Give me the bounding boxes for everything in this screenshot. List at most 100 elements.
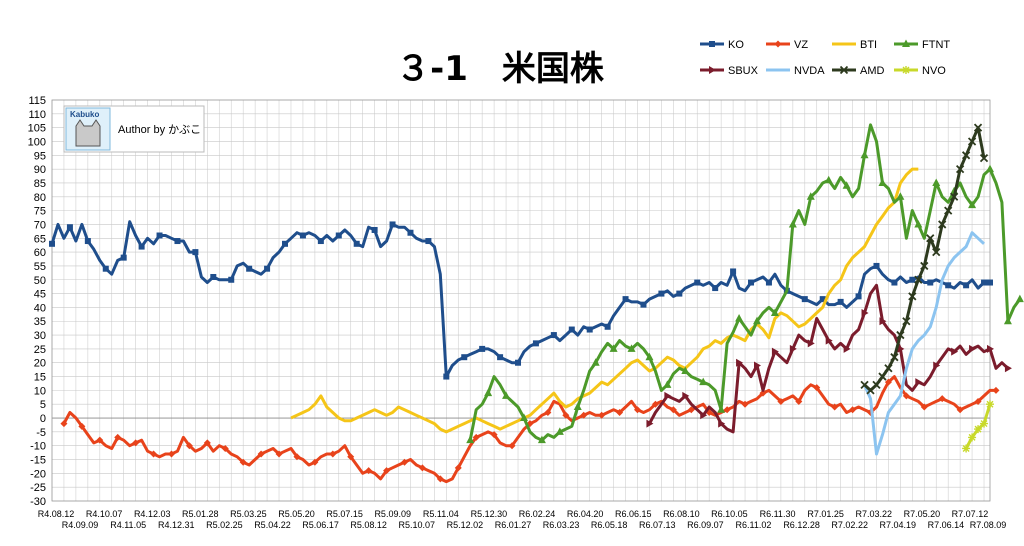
data-point-vz [436,475,444,483]
series-ftnt [466,123,1024,444]
data-point-ko [987,279,993,286]
x-tick-label: R4.11.05 [110,520,146,530]
data-point-amd [979,153,989,163]
data-point-vz [974,397,982,405]
x-tick-label: R7.05.20 [904,509,941,519]
data-point-ko [282,240,289,247]
data-point-ko [712,285,719,292]
data-point-ko [963,282,970,289]
data-point-ftnt [573,402,582,410]
data-point-ftnt [752,316,761,325]
data-point-vz [490,431,498,439]
data-point-amd [872,380,881,389]
legend: KO VZ BTI FTNT SBUX NVDA AMD NVO [700,39,950,77]
data-point-nvo [986,400,994,409]
data-point-vz [185,442,193,450]
legend-marker [709,41,715,47]
y-tick-label: 15 [34,372,46,384]
data-point-sbux [664,391,672,400]
x-tick-label: R6.10.05 [711,509,748,519]
data-point-ftnt [663,380,672,388]
data-point-vz [651,400,659,408]
x-tick-label: R5.10.07 [399,520,436,530]
series-line-ftnt [468,123,1022,442]
data-point-ftnt [466,435,475,444]
data-point-sbux [897,344,905,353]
data-point-ko [84,238,91,245]
data-point-vz [203,439,211,447]
y-tick-label: 35 [34,316,46,328]
legend-marker [709,66,716,74]
data-point-ko [568,326,575,333]
y-tick-label: 110 [28,109,46,121]
legend-label: NVO [922,65,946,77]
data-point-vz [114,433,122,441]
legend-label: VZ [794,39,808,51]
x-tick-label: R7.07.12 [952,509,989,519]
y-tick-label: 70 [34,219,46,231]
data-point-ko [873,262,880,269]
x-tick-label: R5.12.02 [447,520,484,530]
data-point-sbux [879,317,887,326]
data-point-ko [981,279,988,286]
data-point-ko [335,232,342,239]
data-point-vz [347,453,355,461]
data-point-ko [443,373,450,380]
data-point-sbux [969,344,977,353]
data-point-ko [855,293,862,300]
y-tick-label: 75 [34,206,46,218]
legend-label: KO [728,39,744,51]
data-point-sbux [861,308,869,317]
series-nvo [962,400,994,453]
data-point-sbux [700,411,708,420]
y-tick-label: 0 [40,413,46,425]
data-point-ko [497,354,504,361]
y-tick-label: 115 [28,95,46,107]
legend-item-ftnt: FTNT [894,39,950,51]
data-point-sbux [718,419,726,428]
data-point-vz [311,458,319,466]
y-tick-label: 5 [40,399,46,411]
y-tick-label: 20 [34,358,46,370]
data-point-ftnt [555,427,564,435]
y-tick-label: -25 [30,482,46,494]
legend-item-nvo: NVO [894,65,946,77]
data-point-amd [908,292,917,301]
data-point-vz [813,384,821,392]
data-point-ko [945,282,952,289]
data-point-ko [515,359,522,366]
y-axis: -30-25-20-15-10-505101520253035404550556… [28,95,46,508]
data-point-vz [383,467,391,475]
data-point-amd [878,372,887,381]
data-point-ftnt [609,344,618,352]
data-point-ko [658,290,665,297]
data-point-vz [472,433,480,441]
data-point-sbux [1004,364,1012,373]
data-point-ftnt [824,175,833,184]
data-point-amd [920,261,929,271]
x-tick-label: R5.11.04 [423,509,459,519]
data-point-vz [329,450,337,458]
data-point-ko [765,279,772,286]
data-point-sbux [771,347,779,356]
data-point-vz [598,411,606,419]
data-point-sbux [951,347,959,356]
data-point-vz [616,409,624,417]
data-point-ko [210,273,217,280]
series-bti [290,167,919,434]
series-line-ko [50,220,990,379]
x-tick-label: R6.12.28 [783,520,820,530]
data-point-ko [353,240,360,247]
author-badge: Kabuko Author by かぶこ [63,105,205,153]
data-point-vz [956,406,964,414]
data-point-sbux [736,358,744,367]
data-point-ftnt [519,413,528,422]
y-tick-label: -10 [30,441,46,453]
data-point-ko [801,296,808,303]
x-tick-label: R7.03.22 [855,509,892,519]
legend-label: AMD [860,65,885,77]
legend-item-sbux: SBUX [700,65,759,77]
legend-item-bti: BTI [832,39,877,51]
y-tick-label: -5 [36,427,46,439]
data-point-ko [819,296,826,303]
